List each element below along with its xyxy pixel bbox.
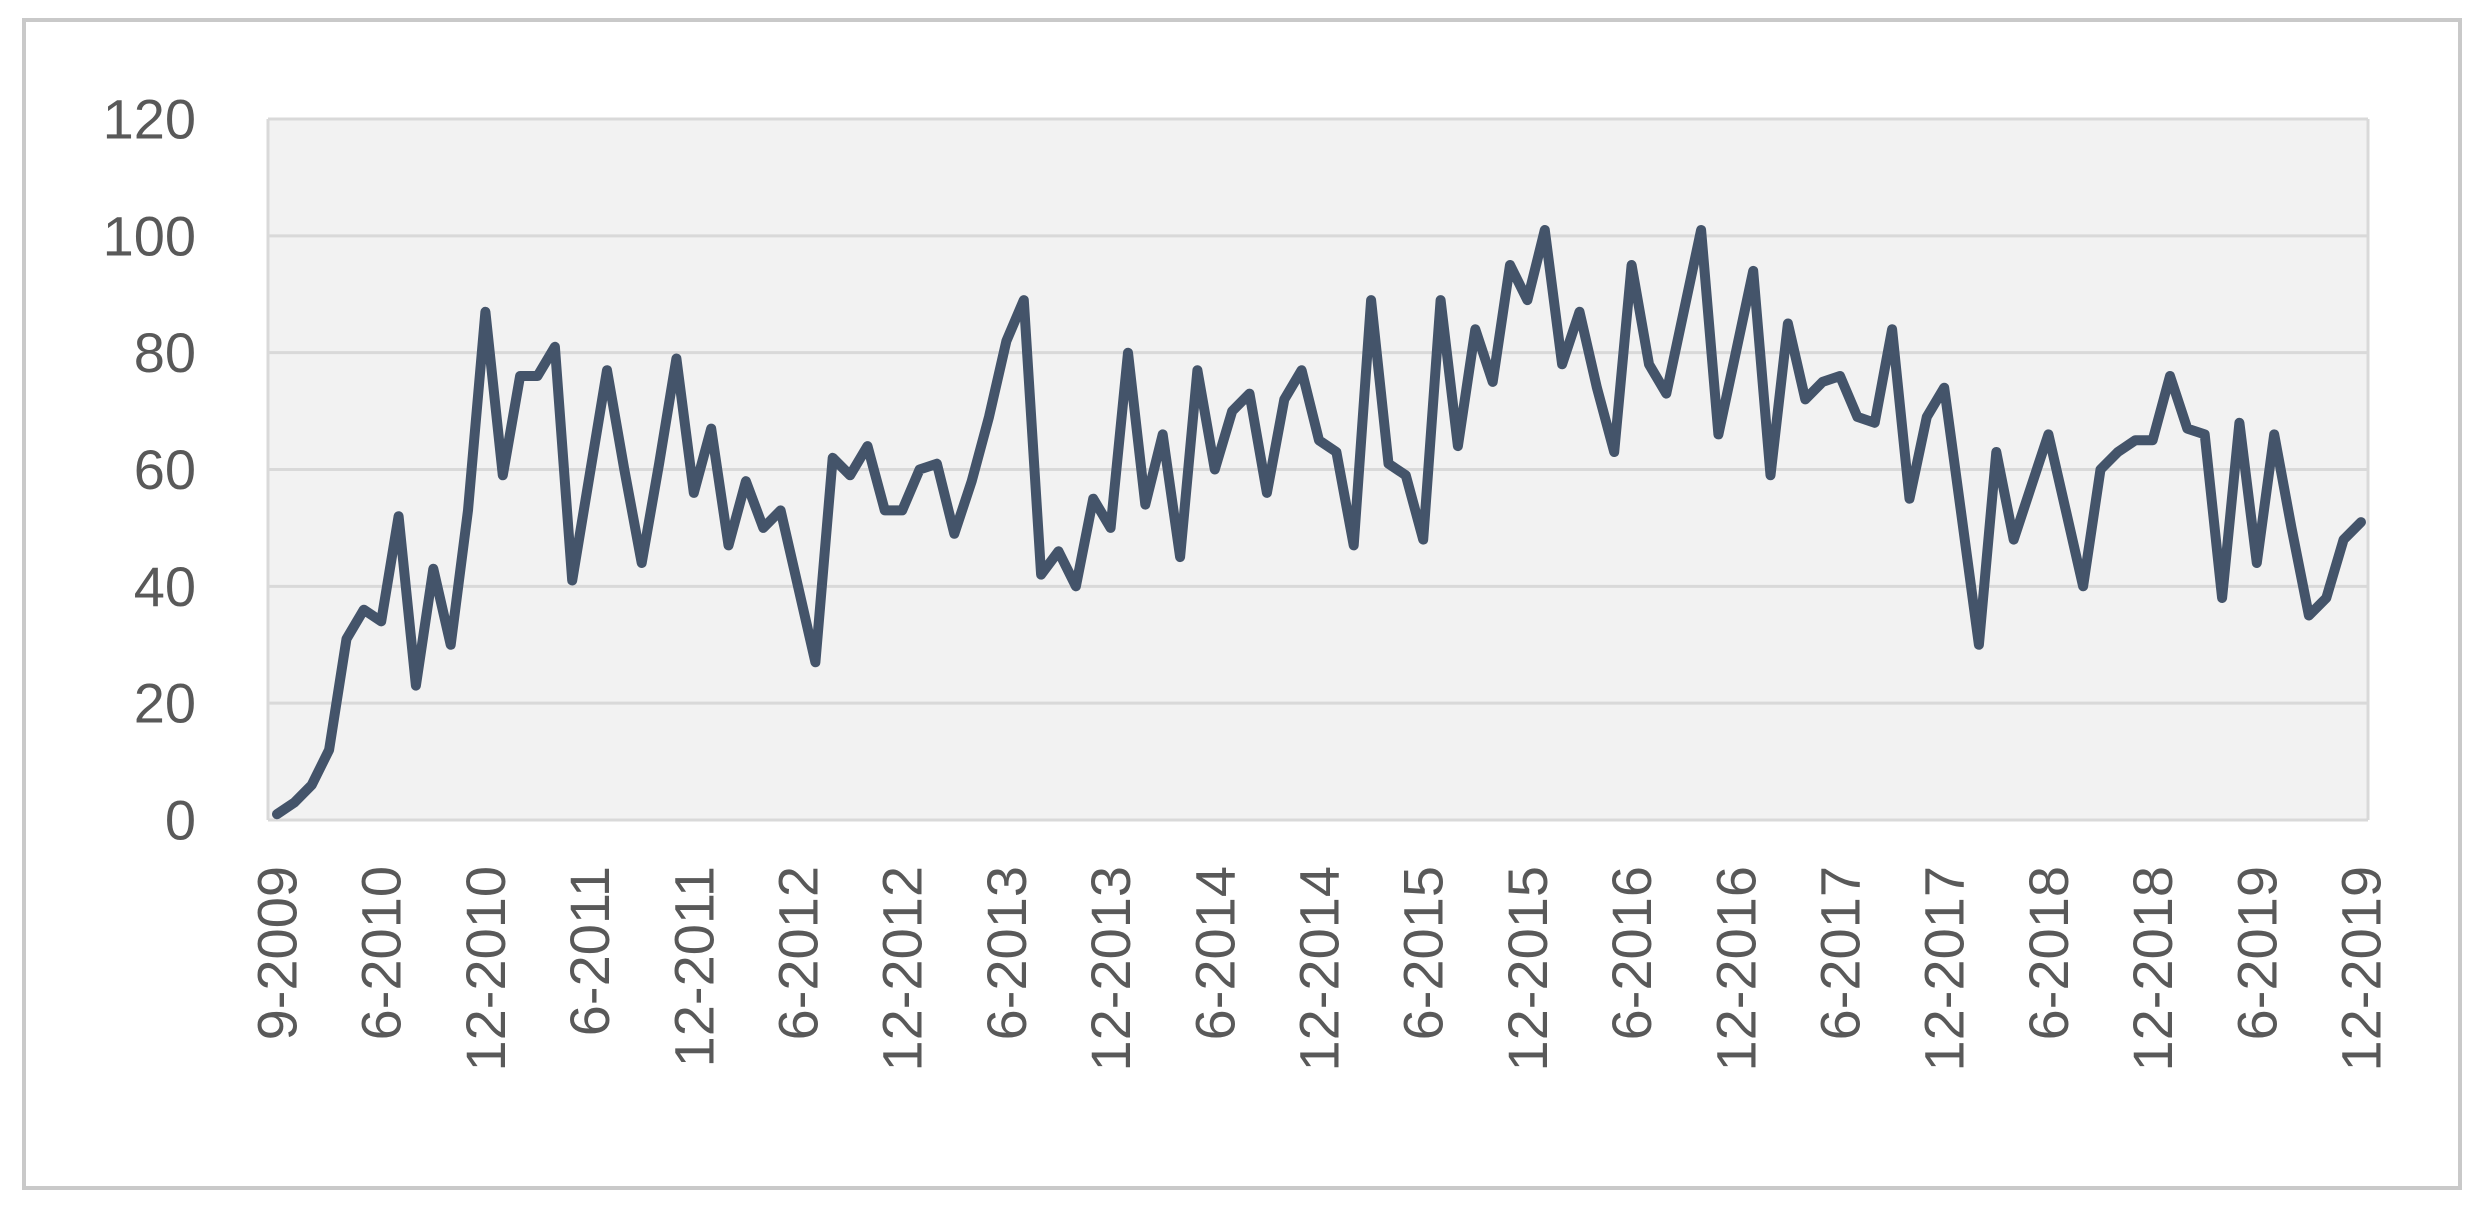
y-axis-tick-label: 20 <box>134 672 196 735</box>
x-axis-tick-label: 12-2015 <box>1496 866 1559 1072</box>
x-axis-tick-label: 12-2013 <box>1079 866 1142 1072</box>
x-axis-tick-label: 12-2012 <box>871 866 934 1072</box>
x-axis-tick-label: 12-2011 <box>662 866 725 1067</box>
x-axis-tick-label: 6-2018 <box>2017 866 2080 1040</box>
x-axis-tick-label: 12-2014 <box>1288 866 1351 1072</box>
x-axis-tick-label: 12-2019 <box>2330 866 2393 1072</box>
y-axis-tick-label: 0 <box>165 789 196 852</box>
x-axis-tick-label: 6-2014 <box>1183 866 1246 1040</box>
x-axis-tick-label: 6-2011 <box>558 866 621 1036</box>
x-axis-tick-label: 6-2016 <box>1600 866 1663 1040</box>
y-axis-tick-label: 80 <box>134 321 196 384</box>
x-axis-tick-label: 9-2009 <box>246 866 309 1040</box>
x-axis-tick-label: 6-2012 <box>767 866 830 1040</box>
x-axis-tick-label: 6-2013 <box>975 866 1038 1040</box>
x-axis-tick-label: 12-2017 <box>1913 866 1976 1072</box>
x-axis-tick-label: 6-2015 <box>1392 866 1455 1040</box>
x-axis-tick-label: 6-2019 <box>2225 866 2288 1040</box>
y-axis-tick-label: 120 <box>103 88 196 151</box>
x-axis-tick-label: 12-2010 <box>454 866 517 1072</box>
x-axis-tick-label: 12-2016 <box>1704 866 1767 1072</box>
x-axis-tick-label: 6-2010 <box>350 866 413 1040</box>
y-axis-tick-label: 40 <box>134 555 196 618</box>
y-axis-tick-label: 100 <box>103 204 196 267</box>
y-axis-tick-label: 60 <box>134 438 196 501</box>
x-axis-tick-label: 12-2018 <box>2121 866 2184 1072</box>
series-line <box>272 225 2366 820</box>
x-axis-tick-label: 6-2017 <box>1809 866 1872 1040</box>
